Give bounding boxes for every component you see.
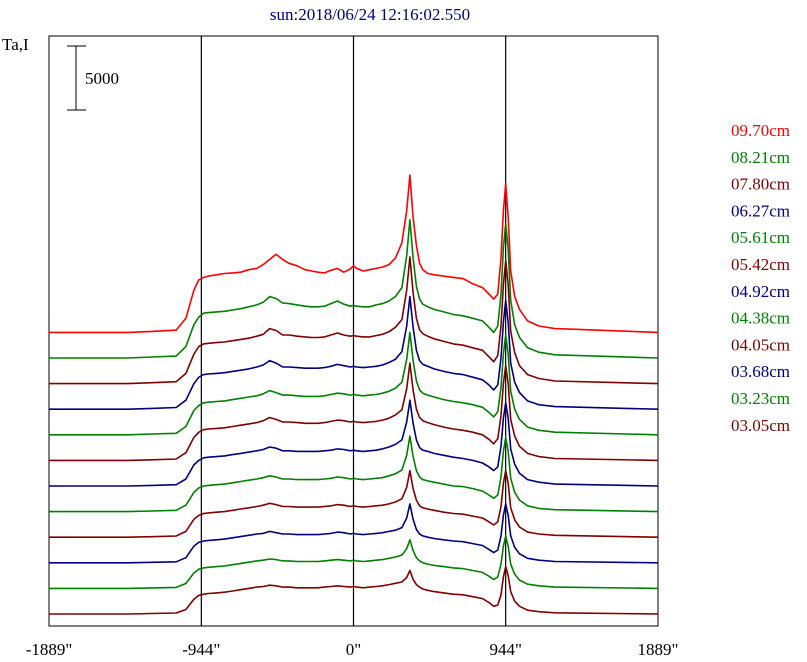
- trace-07.80cm: [49, 256, 659, 385]
- chart-title: sun:2018/06/24 12:16:02.550: [270, 5, 470, 24]
- x-tick-label: 0": [346, 640, 361, 659]
- trace-06.27cm: [49, 295, 659, 411]
- legend-entry: 05.61cm: [731, 228, 790, 247]
- legend-entry: 08.21cm: [731, 148, 790, 167]
- trace-05.61cm: [49, 331, 659, 436]
- legend-entry: 05.42cm: [731, 255, 790, 274]
- traces: [49, 174, 659, 615]
- trace-09.70cm: [49, 174, 659, 334]
- trace-03.05cm: [49, 565, 659, 615]
- x-tick-label: -1889": [26, 640, 73, 659]
- legend-entry: 03.23cm: [731, 389, 790, 408]
- legend-entry: 03.05cm: [731, 416, 790, 435]
- x-tick-label: 1889": [638, 640, 679, 659]
- legend: 09.70cm 08.21cm 07.80cm 06.27cm 05.61cm 05.42…: [731, 121, 790, 435]
- legend-entry: 06.27cm: [731, 201, 790, 220]
- legend-entry: 07.80cm: [731, 175, 790, 194]
- legend-entry: 04.05cm: [731, 335, 790, 354]
- x-tick-label: 944": [489, 640, 521, 659]
- legend-entry: 09.70cm: [731, 121, 790, 140]
- x-tick-label: -944": [182, 640, 220, 659]
- legend-entry: 04.38cm: [731, 309, 790, 328]
- scale-bar: 5000: [67, 45, 119, 111]
- legend-entry: 04.92cm: [731, 282, 790, 301]
- trace-04.38cm: [49, 435, 659, 513]
- trace-03.68cm: [49, 503, 659, 564]
- scale-bar-label: 5000: [85, 69, 119, 88]
- trace-04.05cm: [49, 469, 659, 539]
- legend-entry: 03.68cm: [731, 362, 790, 381]
- trace-03.23cm: [49, 535, 659, 590]
- y-axis-label: Ta,I: [2, 35, 29, 54]
- trace-08.21cm: [49, 219, 659, 359]
- trace-04.92cm: [49, 399, 659, 487]
- reference-lines: [200, 36, 507, 626]
- trace-05.42cm: [49, 362, 659, 462]
- x-tick-labels: -1889" -944" 0" 944" 1889": [26, 640, 679, 659]
